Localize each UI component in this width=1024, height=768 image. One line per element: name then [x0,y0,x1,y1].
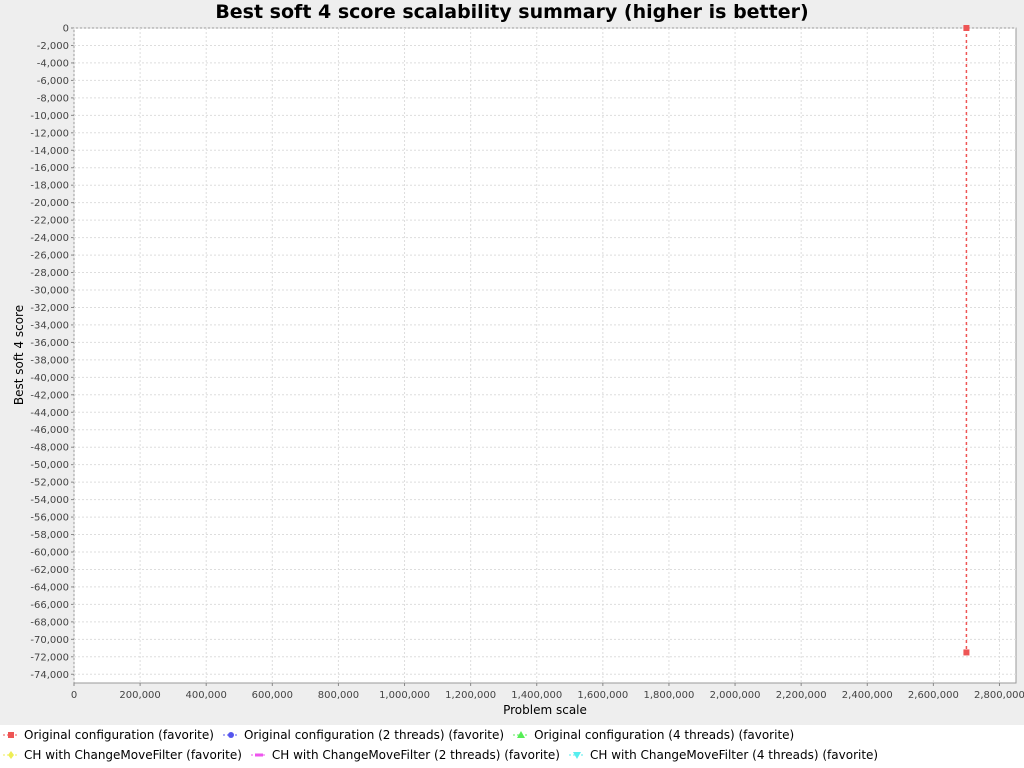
y-tick-label: -56,000 [30,513,69,524]
y-tick-label: -46,000 [30,425,69,436]
y-tick-label: -72,000 [30,652,69,663]
y-tick-label: -2,000 [37,41,69,52]
x-tick-label: 2,000,000 [710,690,761,701]
y-tick-label: -12,000 [30,128,69,139]
y-tick-label: -52,000 [30,478,69,489]
y-tick-label: -20,000 [30,198,69,209]
y-tick-label: -38,000 [30,355,69,366]
y-tick-label: -16,000 [30,163,69,174]
x-tick-label: 0 [71,690,77,701]
y-tick-label: -18,000 [30,181,69,192]
y-tick-label: -50,000 [30,460,69,471]
plot-background [73,27,1017,684]
y-tick-label: -48,000 [30,443,69,454]
y-tick-label: -14,000 [30,146,69,157]
x-tick-label: 2,200,000 [776,690,827,701]
legend-label: CH with ChangeMoveFilter (favorite) [24,748,242,762]
x-tick-label: 1,800,000 [643,690,694,701]
data-point [963,649,970,656]
y-tick-label: -44,000 [30,408,69,419]
legend-item: Original configuration (4 threads) (favo… [510,725,794,745]
legend-label: CH with ChangeMoveFilter (2 threads) (fa… [271,748,560,762]
legend-row: Original configuration (favorite) Origina… [0,725,800,745]
x-tick-label: 1,600,000 [577,690,628,701]
legend-item: Original configuration (2 threads) (favo… [220,725,504,745]
chart-title: Best soft 4 score scalability summary (h… [215,1,809,23]
legend-swatch-icon [222,732,239,738]
legend-swatch-icon [3,751,19,759]
y-tick-label: -54,000 [30,495,69,506]
y-axis-label: Best soft 4 score [12,305,26,405]
x-tick-label: 1,200,000 [445,690,496,701]
y-tick-label: -42,000 [30,390,69,401]
x-tick-label: 2,800,000 [974,690,1024,701]
x-tick-label: 2,400,000 [842,690,893,701]
y-tick-label: -26,000 [30,251,69,262]
legend-label: Original configuration (2 threads) (favo… [243,728,505,742]
x-tick-label: 600,000 [252,690,293,701]
y-tick-label: -30,000 [30,286,69,297]
legend-swatch-icon [513,731,530,738]
legend-swatch-icon [3,732,19,738]
x-tick-label: 200,000 [119,690,160,701]
y-tick-label: 0 [63,24,69,35]
y-tick-label: -74,000 [30,670,69,681]
x-tick-label: 2,600,000 [908,690,959,701]
y-tick-label: -8,000 [37,93,69,104]
legend-item: Original configuration (favorite) [0,725,214,745]
y-tick-label: -66,000 [30,600,69,611]
y-tick-label: -4,000 [37,58,69,69]
legend-label: Original configuration (4 threads) (favo… [534,728,795,742]
legend-label: Original configuration (favorite) [24,728,214,742]
y-tick-label: -36,000 [30,338,69,349]
chart-area: 0 -2,000 -4,000 -6,000 -8,000 -10,000 -12,000 -… [12,24,1024,718]
y-tick-label: -64,000 [30,582,69,593]
y-tick-label: -10,000 [30,111,69,122]
x-tick-label: 400,000 [186,690,227,701]
y-tick-label: -70,000 [30,635,69,646]
y-tick-label: -62,000 [30,565,69,576]
legend-row: CH with ChangeMoveFilter (favorite) CH wi… [0,745,884,765]
y-tick-label: -68,000 [30,617,69,628]
legend-swatch-icon [569,752,585,759]
data-point [963,25,970,31]
x-tick-label: 800,000 [318,690,359,701]
x-axis-label: Problem scale [503,703,587,717]
legend-item: CH with ChangeMoveFilter (2 threads) (fa… [248,745,560,765]
y-tick-label: -6,000 [37,76,69,87]
y-tick-label: -58,000 [30,530,69,541]
legend-swatch-icon [250,753,267,757]
legend-item: CH with ChangeMoveFilter (4 threads) (fa… [566,745,878,765]
x-tick-label: 1,000,000 [379,690,430,701]
legend: Original configuration (favorite) Origina… [0,725,1024,768]
x-tick-label: 1,400,000 [511,690,562,701]
y-tick-label: -40,000 [30,373,69,384]
y-tick-label: -60,000 [30,548,69,559]
y-tick-label: -34,000 [30,320,69,331]
y-tick-label: -28,000 [30,268,69,279]
legend-item: CH with ChangeMoveFilter (favorite) [0,745,242,765]
y-tick-label: -24,000 [30,233,69,244]
y-tick-label: -22,000 [30,216,69,227]
y-tick-label: -32,000 [30,303,69,314]
legend-label: CH with ChangeMoveFilter (4 threads) (fa… [590,748,879,762]
